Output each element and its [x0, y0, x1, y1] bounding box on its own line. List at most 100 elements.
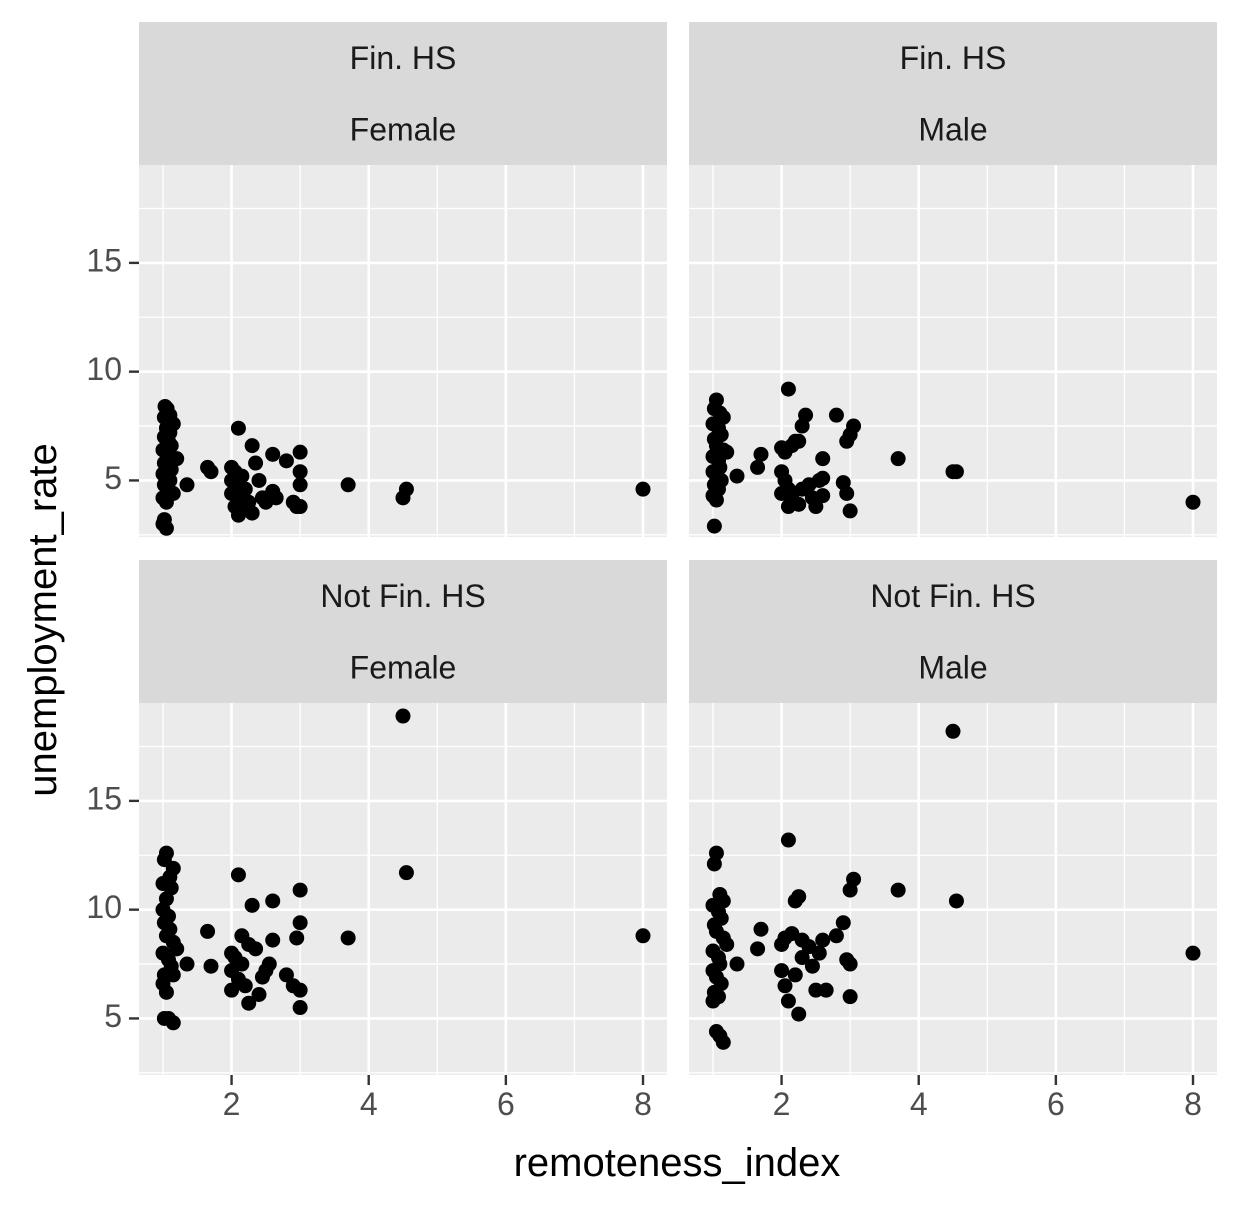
- data-point: [842, 989, 858, 1005]
- data-point: [750, 941, 766, 957]
- data-point: [811, 945, 827, 961]
- facet-strip: [139, 22, 667, 165]
- data-point: [230, 420, 246, 436]
- x-tick-label: 4: [910, 1086, 928, 1122]
- data-point: [251, 472, 267, 488]
- data-point: [340, 930, 356, 946]
- facet-strip-label: Fin. HS: [900, 40, 1007, 76]
- data-point: [706, 856, 722, 872]
- data-point: [798, 407, 814, 423]
- y-tick-label: 10: [86, 351, 122, 387]
- data-point: [244, 438, 260, 454]
- data-point: [808, 982, 824, 998]
- facet-strip-label: Male: [918, 650, 987, 686]
- facet-strip: [689, 560, 1217, 703]
- data-point: [890, 882, 906, 898]
- data-point: [706, 518, 722, 534]
- data-point: [750, 459, 766, 475]
- y-tick-label: 5: [104, 998, 122, 1034]
- data-point: [292, 982, 308, 998]
- data-point: [265, 893, 281, 909]
- data-point: [248, 941, 264, 957]
- facet-strip-label: Female: [350, 650, 457, 686]
- data-point: [261, 956, 277, 972]
- data-point: [815, 488, 831, 504]
- data-point: [292, 882, 308, 898]
- data-point: [292, 1000, 308, 1016]
- data-point: [265, 446, 281, 462]
- facet-strip: [689, 22, 1217, 165]
- data-point: [828, 928, 844, 944]
- x-tick-label: 8: [634, 1086, 652, 1122]
- data-point: [791, 433, 807, 449]
- data-point: [635, 481, 651, 497]
- y-tick-label: 15: [86, 242, 122, 278]
- data-point: [945, 723, 961, 739]
- panel-background: [689, 703, 1217, 1075]
- data-point: [244, 505, 260, 521]
- data-point: [729, 956, 745, 972]
- data-point: [774, 963, 790, 979]
- data-point: [791, 889, 807, 905]
- data-point: [791, 496, 807, 512]
- data-point: [846, 418, 862, 434]
- x-tick-label: 6: [497, 1086, 515, 1122]
- data-point: [230, 867, 246, 883]
- data-point: [842, 503, 858, 519]
- data-point: [179, 956, 195, 972]
- facet-strip-label: Female: [350, 112, 457, 148]
- data-point: [835, 915, 851, 931]
- data-point: [292, 464, 308, 480]
- x-tick-label: 6: [1047, 1086, 1065, 1122]
- x-tick-label: 2: [223, 1086, 241, 1122]
- y-tick-label: 5: [104, 460, 122, 496]
- data-point: [890, 451, 906, 467]
- data-point: [241, 995, 257, 1011]
- data-point: [719, 936, 735, 952]
- x-axis-title: remoteness_index: [514, 1141, 841, 1185]
- data-point: [395, 708, 411, 724]
- data-point: [780, 832, 796, 848]
- data-point: [169, 941, 185, 957]
- data-point: [292, 477, 308, 493]
- data-point: [268, 490, 284, 506]
- x-tick-label: 4: [360, 1086, 378, 1122]
- data-point: [815, 470, 831, 486]
- data-point: [278, 967, 294, 983]
- data-point: [179, 477, 195, 493]
- facet-strip-label: Male: [918, 112, 987, 148]
- data-point: [398, 481, 414, 497]
- facet-panel: Not Fin. HS Female 5 10 15 2 4 6 8: [86, 560, 667, 1122]
- data-point: [794, 950, 810, 966]
- data-point: [251, 987, 267, 1003]
- data-point: [808, 499, 824, 515]
- data-point: [158, 520, 174, 536]
- panels-layer: Fin. HS Female 5 10 15 Fin. HS Male Not Fin. HS…: [86, 22, 1217, 1122]
- data-point: [846, 871, 862, 887]
- data-point: [787, 967, 803, 983]
- data-point: [948, 893, 964, 909]
- data-point: [818, 982, 834, 998]
- data-point: [165, 1015, 181, 1031]
- data-point: [265, 932, 281, 948]
- panel-background: [139, 703, 667, 1075]
- data-point: [248, 455, 264, 471]
- data-point: [828, 407, 844, 423]
- data-point: [244, 897, 260, 913]
- facet-panel: Fin. HS Male: [689, 22, 1217, 537]
- facet-panel: Fin. HS Female 5 10 15: [86, 22, 667, 537]
- data-point: [158, 494, 174, 510]
- data-point: [278, 453, 294, 469]
- data-point: [635, 928, 651, 944]
- data-point: [715, 1034, 731, 1050]
- data-point: [839, 485, 855, 501]
- data-point: [340, 477, 356, 493]
- facet-strip-label: Not Fin. HS: [870, 578, 1035, 614]
- data-point: [200, 923, 216, 939]
- data-point: [292, 444, 308, 460]
- data-point: [729, 468, 745, 484]
- data-point: [237, 978, 253, 994]
- facet-panel: Not Fin. HS Male 2 4 6 8: [689, 560, 1217, 1122]
- data-point: [815, 932, 831, 948]
